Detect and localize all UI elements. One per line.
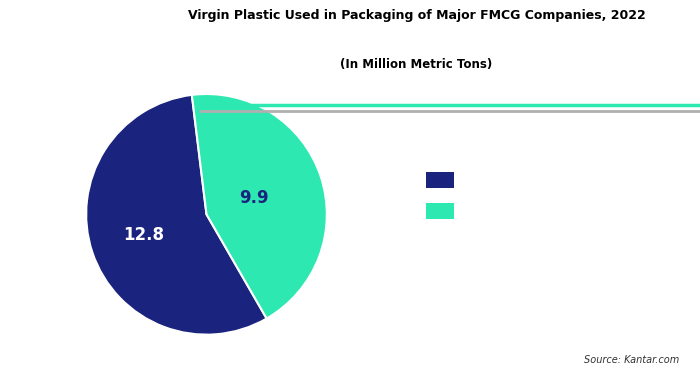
- Text: 9.9: 9.9: [239, 189, 270, 207]
- Wedge shape: [192, 94, 327, 318]
- Wedge shape: [86, 95, 267, 335]
- Text: Virgin Plastic Used in Packaging of Major FMCG Companies, 2022: Virgin Plastic Used in Packaging of Majo…: [188, 9, 645, 23]
- Text: (In Million Metric Tons): (In Million Metric Tons): [340, 58, 493, 71]
- Legend: , : ,: [426, 172, 459, 219]
- Text: Source: Kantar.com: Source: Kantar.com: [584, 355, 679, 365]
- Text: 12.8: 12.8: [123, 226, 164, 244]
